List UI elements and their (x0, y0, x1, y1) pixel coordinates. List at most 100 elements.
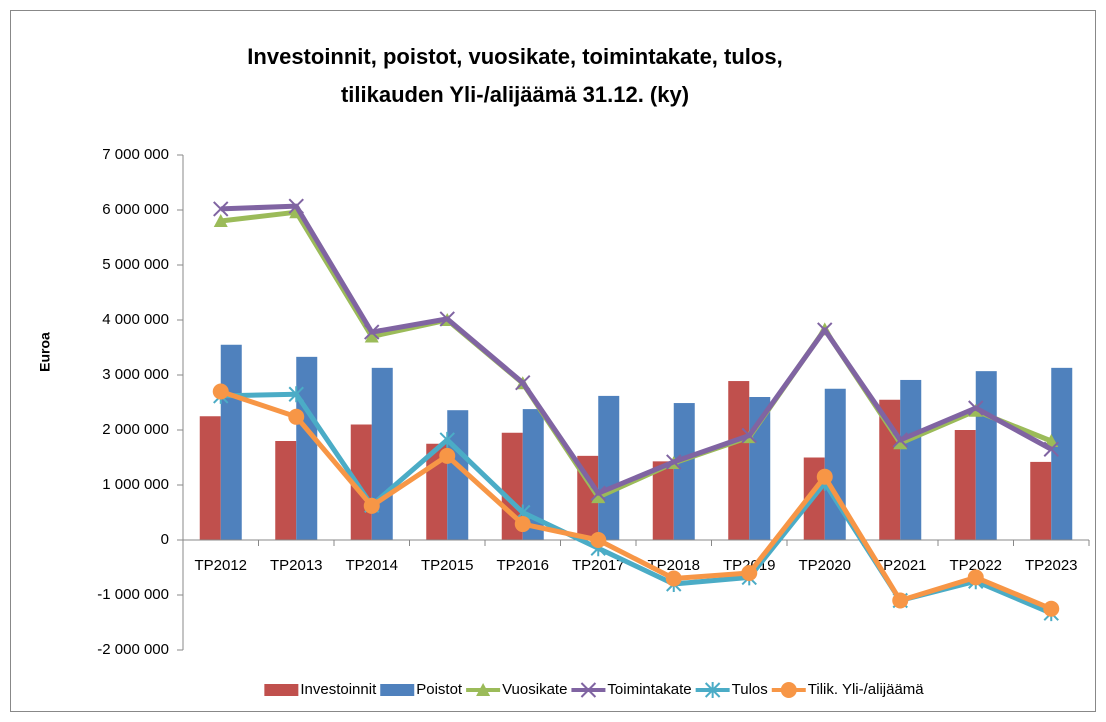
legend-swatch (264, 684, 299, 696)
chart-title: tilikauden Yli-/alijäämä 31.12. (ky) (341, 82, 689, 107)
marker (213, 214, 228, 227)
marker (288, 408, 305, 425)
marker-shape (967, 569, 984, 586)
marker-shape (665, 570, 682, 587)
y-tick-label: 3 000 000 (102, 366, 169, 383)
x-tick-label: TP2020 (798, 557, 851, 574)
legend-label: Investoinnit (300, 681, 377, 698)
marker (665, 570, 682, 587)
legend-label: Poistot (416, 681, 463, 698)
y-tick-label: 5 000 000 (102, 256, 169, 273)
marker-shape (580, 682, 597, 698)
marker-shape (590, 485, 606, 501)
y-tick-label: 2 000 000 (102, 421, 169, 438)
y-tick-label: 1 000 000 (102, 476, 169, 493)
marker (967, 569, 984, 586)
marker-shape (666, 454, 682, 470)
bar (673, 403, 695, 540)
x-tick-label: TP2014 (345, 557, 398, 574)
legend-label: Tulos (732, 681, 768, 698)
marker (439, 311, 455, 327)
bar (824, 388, 846, 540)
marker-shape (1043, 441, 1059, 457)
y-axis-label: Euroa (37, 332, 53, 372)
marker-shape (968, 400, 984, 416)
y-tick-label: 0 (161, 531, 169, 548)
bar (371, 367, 393, 540)
marker-shape (590, 532, 607, 548)
marker (515, 374, 531, 391)
marker-shape (439, 431, 455, 448)
marker (704, 682, 721, 698)
bar (975, 371, 997, 540)
marker-shape (213, 214, 228, 227)
marker (780, 682, 797, 698)
marker (439, 447, 456, 464)
marker (741, 427, 757, 444)
legend-label: Vuosikate (502, 681, 567, 698)
bar (199, 416, 221, 540)
marker (288, 386, 304, 403)
marker-shape (817, 322, 833, 338)
marker (892, 592, 909, 609)
y-tick-label: -2 000 000 (97, 641, 169, 658)
bar (1030, 461, 1052, 540)
marker-shape (780, 682, 797, 698)
y-tick-label: 7 000 000 (102, 146, 169, 163)
bar (954, 430, 976, 540)
marker (892, 432, 908, 448)
marker-shape (288, 198, 304, 214)
marker (364, 324, 380, 340)
x-tick-label: TP2013 (270, 557, 323, 574)
marker-shape (1044, 434, 1059, 447)
marker (893, 436, 908, 450)
marker (1044, 434, 1059, 447)
bar (275, 441, 297, 540)
marker-shape (893, 436, 908, 450)
line (219, 389, 1053, 612)
x-tick-label: TP2022 (949, 557, 1002, 574)
marker-shape (288, 386, 304, 403)
marker-shape (741, 565, 758, 581)
marker (968, 400, 984, 416)
x-tick-label: TP2017 (572, 557, 625, 574)
x-tick-label: TP2015 (421, 557, 474, 574)
legend-label: Toimintakate (607, 681, 691, 698)
marker-shape (704, 682, 721, 698)
marker-shape (364, 324, 380, 340)
bar (1051, 367, 1073, 540)
marker-shape (363, 497, 380, 514)
marker-shape (591, 490, 606, 504)
marker (591, 490, 606, 504)
marker-shape (364, 329, 379, 343)
marker (363, 497, 380, 514)
marker-shape (288, 408, 305, 425)
marker-shape (1043, 600, 1060, 617)
marker-shape (741, 427, 757, 444)
y-tick-label: 6 000 000 (102, 201, 169, 218)
bar (900, 379, 922, 540)
marker (590, 532, 607, 548)
y-tick-label: 4 000 000 (102, 311, 169, 328)
marker-shape (476, 683, 491, 696)
marker (1043, 600, 1060, 617)
marker-shape (514, 516, 531, 533)
marker-shape (439, 311, 455, 327)
marker (439, 431, 455, 448)
bar (220, 344, 242, 540)
x-tick-label: TP2012 (194, 557, 247, 574)
chart-title: Investoinnit, poistot, vuosikate, toimin… (247, 44, 782, 69)
bar (652, 461, 674, 540)
bar (296, 356, 318, 540)
marker-shape (892, 432, 908, 448)
x-tick-label: TP2023 (1025, 557, 1078, 574)
marker (580, 682, 597, 698)
marker-shape (816, 468, 833, 485)
marker (590, 485, 606, 501)
marker (213, 201, 229, 217)
marker (476, 683, 491, 696)
marker (817, 322, 833, 338)
marker (1043, 441, 1059, 457)
marker (514, 516, 531, 533)
chart-border (10, 10, 1096, 712)
